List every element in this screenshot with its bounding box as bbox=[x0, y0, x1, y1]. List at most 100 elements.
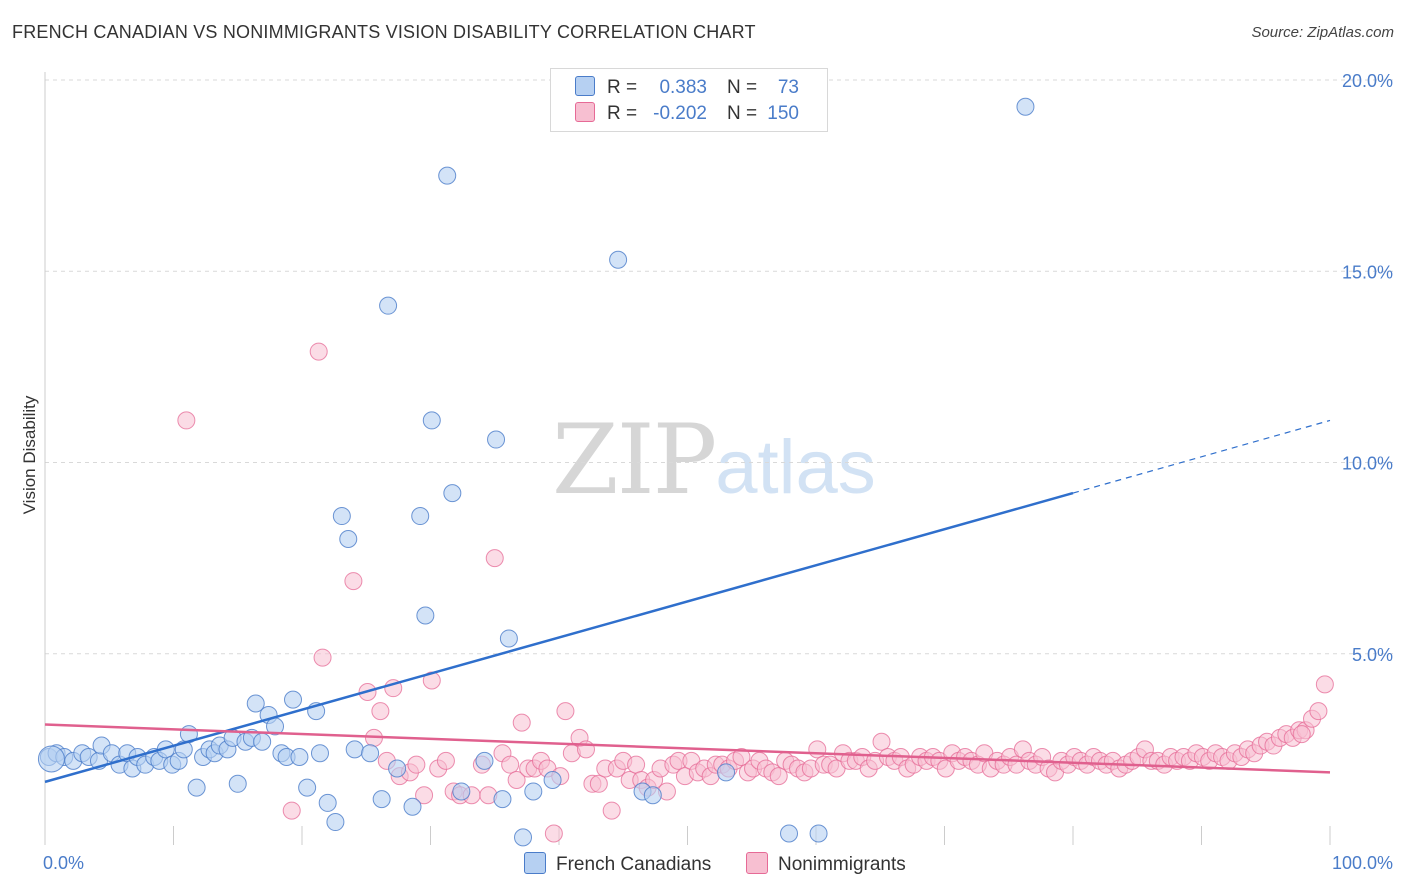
y-tick-label: 15.0% bbox=[1342, 262, 1393, 282]
y-axis-label: Vision Disability bbox=[20, 395, 39, 514]
series-label: French Canadians bbox=[556, 854, 712, 875]
data-point bbox=[1016, 97, 1035, 116]
x-tick-label: 0.0% bbox=[43, 853, 84, 873]
data-point bbox=[443, 484, 462, 503]
grid-layer bbox=[45, 79, 1395, 655]
data-point bbox=[809, 824, 828, 843]
data-point bbox=[290, 748, 309, 767]
source-label: Source: ZipAtlas.com bbox=[1251, 24, 1394, 41]
data-point bbox=[808, 740, 827, 759]
data-point bbox=[332, 507, 351, 526]
series-swatch-pink bbox=[746, 852, 768, 874]
data-point bbox=[589, 774, 608, 793]
data-point bbox=[1315, 675, 1334, 694]
data-point bbox=[345, 740, 364, 759]
data-point bbox=[438, 166, 457, 185]
data-point bbox=[543, 770, 562, 789]
data-point bbox=[524, 782, 543, 801]
data-point bbox=[246, 694, 265, 713]
data-point bbox=[452, 782, 471, 801]
data-point bbox=[514, 828, 533, 847]
data-point bbox=[501, 755, 520, 774]
data-point bbox=[544, 824, 563, 843]
data-point bbox=[732, 748, 751, 767]
data-point bbox=[602, 801, 621, 820]
data-point bbox=[282, 801, 301, 820]
legend-r-label: R = bbox=[607, 103, 638, 124]
data-point bbox=[872, 732, 891, 751]
data-point bbox=[361, 744, 380, 763]
data-point bbox=[780, 824, 799, 843]
data-point bbox=[415, 786, 434, 805]
data-point bbox=[253, 732, 272, 751]
data-point bbox=[556, 702, 575, 721]
data-point bbox=[411, 507, 430, 526]
data-point bbox=[344, 572, 363, 591]
correlation-legend: R = 0.383 N = 73 R = -0.202 N = 150 bbox=[550, 68, 828, 132]
data-point bbox=[313, 648, 332, 667]
legend-r-label: R = bbox=[607, 77, 638, 98]
y-tick-label: 5.0% bbox=[1352, 645, 1393, 665]
data-point bbox=[422, 411, 441, 430]
legend-n-label: N = bbox=[727, 77, 758, 98]
data-point bbox=[177, 411, 196, 430]
data-point bbox=[436, 751, 455, 770]
watermark: ZIPatlas bbox=[552, 404, 876, 516]
data-point bbox=[318, 793, 337, 812]
data-point bbox=[309, 342, 328, 361]
data-point bbox=[388, 759, 407, 778]
data-point bbox=[643, 786, 662, 805]
data-point bbox=[609, 250, 628, 269]
data-point bbox=[487, 430, 506, 449]
data-point bbox=[187, 778, 206, 797]
legend-n-value: 150 bbox=[767, 103, 799, 124]
data-point bbox=[372, 790, 391, 809]
series-legend-nonimmigrants: Nonimmigrants bbox=[746, 852, 906, 876]
data-point bbox=[339, 530, 358, 548]
watermark-atlas: atlas bbox=[715, 425, 876, 510]
data-point bbox=[493, 790, 512, 809]
data-point bbox=[769, 767, 788, 786]
data-point bbox=[512, 713, 531, 732]
data-point bbox=[407, 755, 426, 774]
data-point bbox=[485, 549, 504, 568]
data-point bbox=[1309, 702, 1328, 721]
data-point bbox=[310, 744, 329, 763]
trend-line-french-canadians-extension bbox=[1072, 419, 1331, 494]
french-canadians-points bbox=[37, 97, 1035, 847]
data-point bbox=[379, 296, 398, 315]
data-point bbox=[37, 745, 65, 773]
data-point bbox=[507, 770, 526, 789]
legend-row-nonimmigrants: R = -0.202 N = 150 bbox=[575, 102, 799, 126]
data-point bbox=[228, 774, 247, 793]
legend-r-value: 0.383 bbox=[659, 77, 707, 98]
data-point bbox=[1292, 725, 1311, 744]
series-legend-french-canadians: French Canadians bbox=[524, 852, 711, 876]
data-point bbox=[326, 813, 345, 832]
y-tick-label: 20.0% bbox=[1342, 71, 1393, 91]
data-point bbox=[717, 763, 736, 782]
series-swatch-blue bbox=[524, 852, 546, 874]
data-point bbox=[627, 755, 646, 774]
trend-lines bbox=[44, 419, 1331, 784]
legend-row-french-canadians: R = 0.383 N = 73 bbox=[575, 76, 799, 100]
y-tick-label: 10.0% bbox=[1342, 454, 1393, 474]
data-point bbox=[416, 606, 435, 625]
data-point bbox=[371, 702, 390, 721]
legend-swatch-blue bbox=[575, 76, 595, 96]
data-point bbox=[499, 629, 518, 648]
series-legend: French Canadians Nonimmigrants bbox=[0, 852, 1406, 878]
x-tick-label: 100.0% bbox=[1332, 853, 1393, 873]
legend-r-value: -0.202 bbox=[653, 103, 707, 124]
trend-line-nonimmigrants bbox=[44, 723, 1331, 774]
legend-swatch-pink bbox=[575, 102, 595, 122]
legend-n-value: 73 bbox=[777, 77, 799, 98]
watermark-zip: ZIP bbox=[552, 404, 717, 516]
legend-n-label: N = bbox=[727, 103, 758, 124]
chart-title: FRENCH CANADIAN VS NONIMMIGRANTS VISION … bbox=[12, 22, 756, 42]
data-point bbox=[298, 778, 317, 797]
series-label: Nonimmigrants bbox=[778, 854, 906, 875]
data-point bbox=[475, 751, 494, 770]
data-point bbox=[403, 797, 422, 816]
